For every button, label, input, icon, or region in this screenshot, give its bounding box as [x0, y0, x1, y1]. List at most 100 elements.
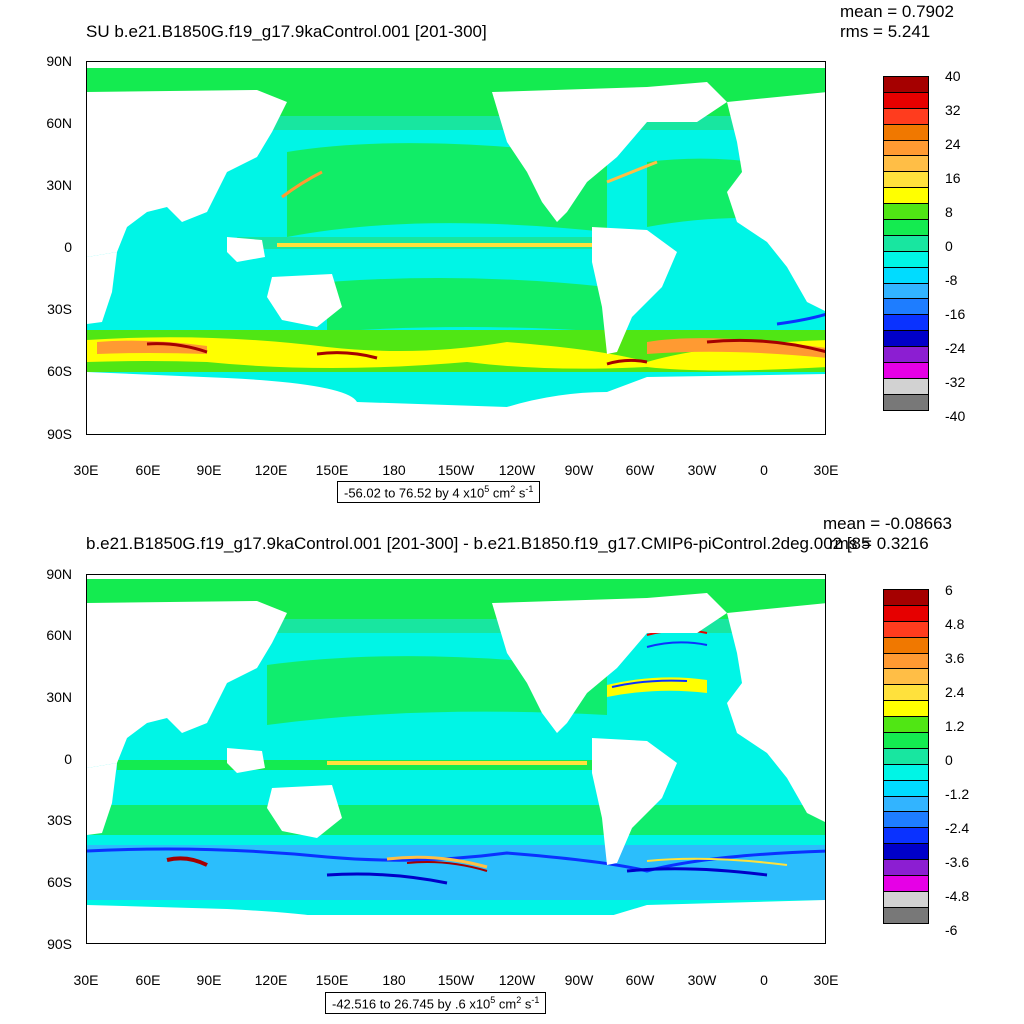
colorbar-label: -40 — [945, 408, 966, 424]
colorbar-bin — [883, 652, 929, 670]
colorbar-bin — [883, 620, 929, 638]
lat-label: 30N — [46, 177, 72, 193]
colorbar-label: 8 — [945, 204, 953, 220]
lon-label: 120E — [254, 972, 288, 988]
map-plot — [86, 574, 826, 944]
lat-label: 0 — [64, 751, 72, 767]
colorbar-label: 1.2 — [945, 718, 965, 734]
colorbar-bin — [883, 700, 929, 718]
colorbar-bin — [883, 684, 929, 702]
lon-label: 120W — [498, 462, 536, 478]
colorbar-bin — [883, 139, 929, 157]
map-field — [87, 575, 825, 943]
colorbar-bin — [883, 250, 929, 268]
lat-label: 60S — [47, 363, 72, 379]
colorbar-bin — [883, 668, 929, 686]
colorbar-bin — [883, 282, 929, 300]
colorbar-bin — [883, 266, 929, 284]
colorbar-bin — [883, 747, 929, 765]
lon-label: 90E — [196, 972, 222, 988]
lon-label: 0 — [760, 972, 768, 988]
colorbar-bin — [883, 827, 929, 845]
rms-value: rms = 5.241 — [840, 22, 931, 41]
lon-label: 180 — [382, 972, 406, 988]
lon-label: 30W — [687, 462, 717, 478]
lon-label: 120W — [498, 972, 536, 988]
colorbar-label: -24 — [945, 340, 966, 356]
colorbar-label: -32 — [945, 374, 966, 390]
colorbar-bin — [883, 393, 929, 411]
lat-label: 60N — [46, 627, 72, 643]
colorbar-label: -16 — [945, 306, 966, 322]
colorbar-bin — [883, 811, 929, 829]
lon-label: 60E — [135, 972, 161, 988]
lon-label: 0 — [760, 462, 768, 478]
colorbar — [883, 76, 929, 411]
colorbar-bin — [883, 91, 929, 109]
lat-label: 90N — [46, 53, 72, 69]
colorbar-bin — [883, 636, 929, 654]
colorbar-bin — [883, 203, 929, 221]
colorbar-bin — [883, 875, 929, 892]
colorbar-bin — [883, 187, 929, 205]
colorbar-bin — [883, 779, 929, 797]
lon-label: 90W — [564, 972, 594, 988]
lon-label: 30E — [73, 462, 99, 478]
lon-label: 60E — [135, 462, 161, 478]
lon-label: 90E — [196, 462, 222, 478]
colorbar-label: -2.4 — [945, 820, 970, 836]
colorbar-label: -1.2 — [945, 786, 970, 802]
colorbar-label: 2.4 — [945, 684, 965, 700]
colorbar-bin — [883, 890, 929, 908]
colorbar-label: -8 — [945, 272, 958, 288]
colorbar-bin — [883, 219, 929, 236]
colorbar-label: 6 — [945, 582, 953, 598]
colorbar-bin — [883, 107, 929, 125]
colorbar-label: 0 — [945, 238, 953, 254]
colorbar-bin — [883, 795, 929, 813]
colorbar-label: -3.6 — [945, 854, 970, 870]
colorbar-bin — [883, 859, 929, 877]
colorbar-bin — [883, 604, 929, 622]
map-title: SU b.e21.B1850G.f19_g17.9kaControl.001 [… — [86, 22, 487, 41]
colorbar-bin — [883, 330, 929, 348]
colorbar-label: 0 — [945, 752, 953, 768]
colorbar-label: 16 — [945, 170, 961, 186]
colorbar-bin — [883, 123, 929, 141]
map-field — [87, 62, 825, 434]
colorbar-bin — [883, 314, 929, 332]
lon-label: 150W — [437, 462, 475, 478]
lon-label: 120E — [254, 462, 288, 478]
map-title: b.e21.B1850G.f19_g17.9kaControl.001 [201… — [86, 534, 871, 553]
rms-value: rms = 0.3216 — [829, 534, 929, 553]
colorbar-bin — [883, 377, 929, 395]
lon-label: 150E — [315, 972, 349, 988]
colorbar-bin — [883, 716, 929, 734]
colorbar-bin — [883, 589, 929, 606]
lon-label: 90W — [564, 462, 594, 478]
colorbar-label: 4.8 — [945, 616, 965, 632]
lat-label: 30S — [47, 812, 72, 828]
colorbar-bin — [883, 234, 929, 252]
colorbar-bin — [883, 155, 929, 173]
colorbar-label: 3.6 — [945, 650, 965, 666]
colorbar-label: 24 — [945, 136, 961, 152]
lon-label: 150E — [315, 462, 349, 478]
lon-label: 150W — [437, 972, 475, 988]
colorbar-bin — [883, 732, 929, 749]
contour-range-note: -56.02 to 76.52 by 4 x105 cm2 s-1 — [337, 481, 541, 504]
contour-range-note: -42.516 to 26.745 by .6 x105 cm2 s-1 — [325, 992, 547, 1015]
colorbar — [883, 589, 929, 924]
lat-label: 90N — [46, 566, 72, 582]
colorbar-bin — [883, 346, 929, 364]
mean-value: mean = 0.7902 — [840, 2, 954, 21]
map-plot — [86, 61, 826, 435]
lon-label: 30E — [813, 462, 839, 478]
lat-label: 90S — [47, 936, 72, 952]
lon-label: 60W — [625, 462, 655, 478]
colorbar-bin — [883, 362, 929, 379]
lat-label: 30S — [47, 301, 72, 317]
lat-label: 60S — [47, 874, 72, 890]
lat-label: 90S — [47, 426, 72, 442]
lon-label: 30E — [73, 972, 99, 988]
